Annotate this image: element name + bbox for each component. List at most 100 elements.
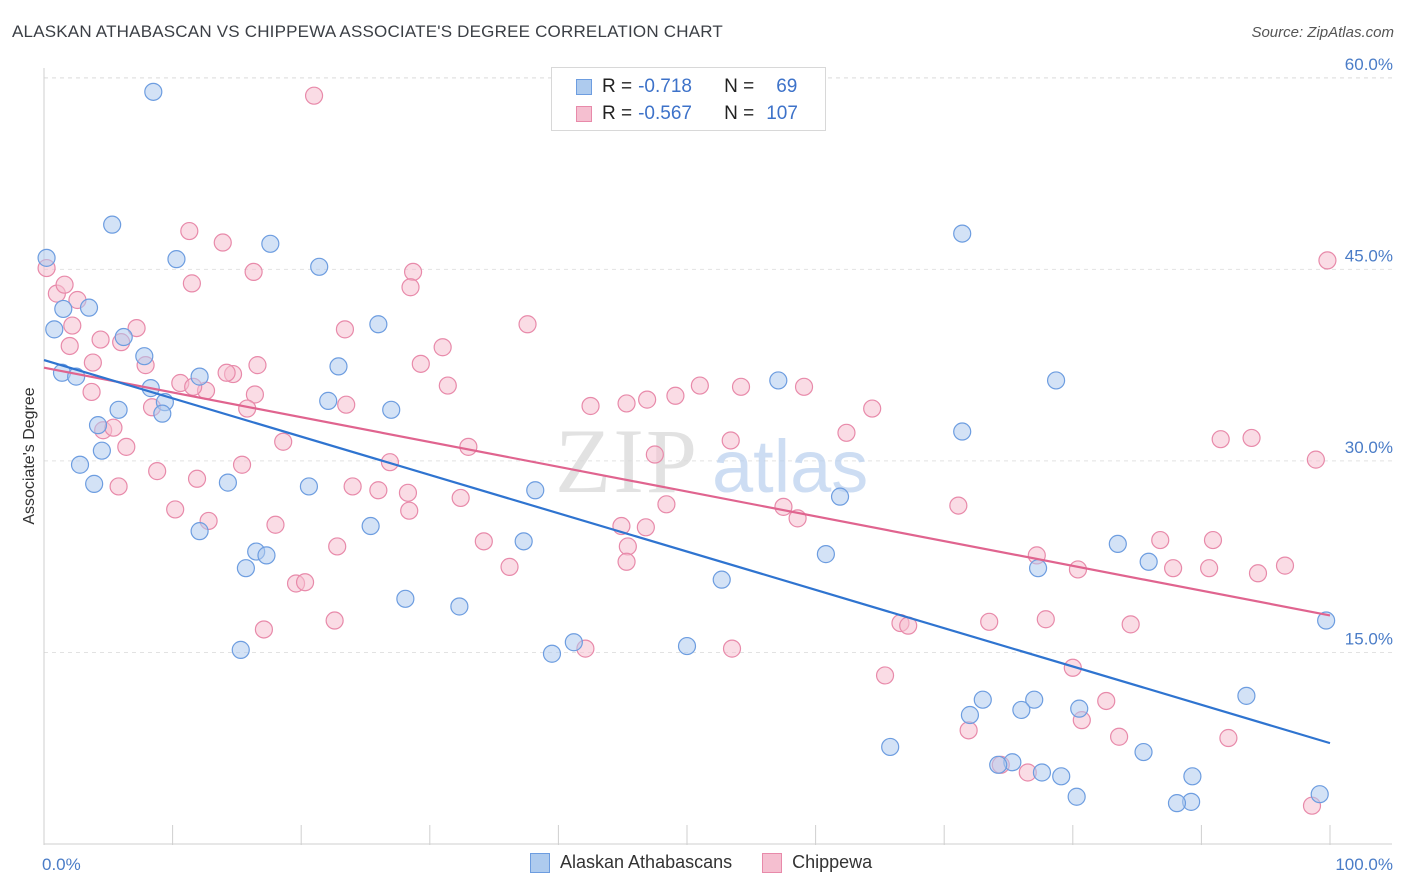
chippewa-point xyxy=(295,573,315,592)
chippewa-point xyxy=(274,432,293,451)
chippewa-point xyxy=(182,274,201,293)
athabascan-point xyxy=(54,299,73,319)
chippewa-point xyxy=(731,377,751,396)
chippewa-point xyxy=(1318,251,1337,270)
chippewa-point xyxy=(91,330,110,349)
chippewa-point xyxy=(266,515,285,534)
chippewa-point xyxy=(104,418,123,437)
x-tick-label-max: 100.0% xyxy=(1335,855,1393,874)
chippewa-point xyxy=(433,338,452,357)
chippewa-point xyxy=(618,537,637,556)
athabascan-point xyxy=(1310,785,1329,804)
chippewa-point xyxy=(794,377,814,396)
chippewa-point xyxy=(1109,727,1129,746)
athabascan-point xyxy=(953,422,972,441)
athabascan-point xyxy=(319,391,338,410)
athabascan-point xyxy=(257,546,276,565)
chippewa-point xyxy=(248,356,267,375)
chippewa-point xyxy=(1203,530,1223,550)
chippewa-point xyxy=(1068,560,1088,579)
chippewa-point xyxy=(148,462,167,481)
chippewa-point xyxy=(474,532,493,551)
athabascan-point xyxy=(1052,767,1071,786)
chippewa-point xyxy=(980,612,999,631)
chippewa-point xyxy=(411,354,430,373)
chippewa-point xyxy=(245,385,265,404)
athabascan-point xyxy=(514,532,533,551)
athabascan-point xyxy=(953,224,972,243)
chippewa-point xyxy=(304,86,324,105)
legend-swatch-pink xyxy=(576,106,592,122)
athabascan-point xyxy=(1183,767,1202,786)
series-label-chippewa: Chippewa xyxy=(792,852,873,872)
athabascan-point xyxy=(382,400,401,419)
athabascan-point xyxy=(881,737,900,757)
chippewa-point xyxy=(82,382,101,402)
chippewa-point xyxy=(1151,530,1170,550)
athabascan-point xyxy=(109,400,128,419)
series-legend-athabascan: Alaskan Athabascans xyxy=(530,852,732,873)
athabascan-point xyxy=(1108,534,1127,554)
athabascan-points xyxy=(37,82,1336,813)
chippewa-point xyxy=(398,483,418,502)
series-legend-chippewa: Chippewa xyxy=(762,852,872,873)
chippewa-point xyxy=(617,394,636,413)
chippewa-point xyxy=(500,557,519,576)
chippewa-point xyxy=(636,518,655,537)
athabascan-point xyxy=(167,250,186,269)
legend-r-value: -0.567 xyxy=(638,103,692,124)
chippewa-point xyxy=(369,481,388,500)
athabascan-point xyxy=(1046,371,1066,390)
athabascan-point xyxy=(542,644,562,663)
athabascan-point xyxy=(190,522,209,541)
athabascan-point xyxy=(144,82,163,101)
athabascan-point xyxy=(450,597,469,616)
athabascan-point xyxy=(989,755,1008,774)
athabascan-point xyxy=(1167,794,1187,813)
athabascan-point xyxy=(1067,787,1086,806)
athabascan-point xyxy=(92,441,111,460)
correlation-legend: R = -0.718 N = 69 R = -0.567 N = 107 xyxy=(551,67,826,131)
athabascan-point xyxy=(830,487,850,506)
chippewa-point xyxy=(1097,691,1116,711)
athabascan-point xyxy=(329,357,348,376)
chippewa-point xyxy=(60,336,79,356)
chippewa-point xyxy=(518,315,537,334)
y-tick-label: 15.0% xyxy=(1345,629,1393,648)
source-label: Source: ZipAtlas.com xyxy=(1251,24,1394,41)
chippewa-point xyxy=(617,552,636,571)
y-axis-title: Associate's Degree xyxy=(21,387,38,524)
athabascan-point xyxy=(396,589,415,608)
athabascan-point xyxy=(85,474,104,493)
tick-labels: 15.0% 30.0% 45.0% 60.0% 0.0% 100.0% xyxy=(42,55,1393,874)
chippewa-point xyxy=(581,396,600,416)
chippewa-point xyxy=(638,390,657,409)
athabascan-point xyxy=(45,320,64,339)
y-tick-label: 45.0% xyxy=(1345,246,1393,265)
chippewa-point xyxy=(837,423,856,442)
legend-r-value: -0.718 xyxy=(638,76,692,97)
athabascan-point xyxy=(37,248,56,267)
athabascan-point xyxy=(70,455,90,474)
legend-n-value: 107 xyxy=(766,103,798,124)
athabascan-point xyxy=(1032,763,1052,782)
chippewa-point xyxy=(1242,428,1261,448)
chippewa-point xyxy=(187,469,207,488)
chippewa-point xyxy=(127,318,146,338)
chippewa-point xyxy=(1036,610,1055,629)
legend-r-label: R = xyxy=(602,76,633,97)
series-swatch-blue xyxy=(530,852,550,873)
chippewa-point xyxy=(438,376,457,395)
athabascan-point xyxy=(79,298,99,317)
chippewa-point xyxy=(645,445,664,464)
chippewa-point xyxy=(451,488,470,508)
chippewa-point xyxy=(232,455,252,474)
athabascan-point xyxy=(310,257,329,276)
athabascan-point xyxy=(973,690,992,709)
chippewa-point xyxy=(722,639,742,658)
chippewa-point xyxy=(657,495,676,514)
axes xyxy=(43,68,1392,845)
chippewa-point xyxy=(403,262,423,282)
chippewa-point xyxy=(1063,658,1082,677)
chippewa-point xyxy=(1121,615,1140,634)
